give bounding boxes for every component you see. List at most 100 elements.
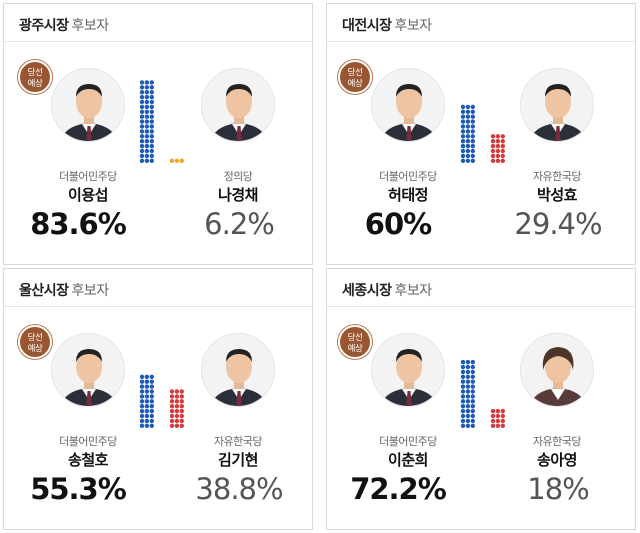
win-expected-badge: 당선 예상 [338,325,372,359]
vote-dot [490,418,496,424]
vote-dot [460,389,466,394]
vote-dot [149,85,154,90]
winner-photo [371,333,445,407]
vote-dot [460,158,466,163]
winner-name: 이용섭 [68,186,108,204]
vote-dot [139,119,145,124]
vote-dot [465,359,471,365]
vote-dot [470,369,475,375]
runner-photo [201,333,275,407]
vote-dot [144,134,150,139]
vote-dot-chart [139,80,184,163]
vote-dot [495,423,501,428]
vote-dot [490,134,496,139]
winner-dot-column [460,104,475,163]
win-expected-badge: 당선 예상 [338,60,372,94]
vote-dot [465,399,471,404]
winner-percent: 72.2% [350,472,447,506]
vote-dot [144,109,150,114]
vote-dot [460,148,466,154]
man-portrait-icon [202,69,274,141]
vote-dot [470,104,475,110]
vote-dot [144,374,150,379]
vote-dot [149,408,154,414]
vote-dot [149,129,154,134]
badge-line2: 예상 [347,79,363,89]
vote-dot [500,153,505,159]
vote-dot [495,408,501,414]
winner-name: 송철호 [68,451,108,469]
vote-dot [500,408,505,414]
vote-dot [169,158,175,163]
vote-dot [490,423,496,428]
vote-dot [465,423,471,428]
vote-dot [470,413,475,419]
race-title: 울산시장 [19,283,69,299]
winner-percent: 83.6% [30,207,127,241]
vote-dot [495,134,501,139]
man-portrait-icon [202,334,274,406]
vote-dot [174,394,180,399]
vote-dot [144,119,150,124]
man-portrait-icon [372,334,444,406]
vote-dot [169,389,175,394]
vote-dot [465,418,471,424]
vote-dot [139,418,145,424]
vote-dot [139,94,145,100]
vote-dot [139,85,145,90]
vote-dot [470,139,475,144]
vote-dot [144,394,150,399]
vote-dot [460,119,466,124]
vote-dot [139,384,145,389]
vote-dot [470,379,475,384]
vote-dot [490,143,496,149]
vote-dot [470,158,475,163]
vote-dot [174,408,180,414]
man-portrait-icon [52,69,124,141]
vote-dot [490,408,496,414]
vote-dot [174,423,180,428]
vote-dot [174,413,180,419]
vote-dot [144,384,150,389]
vote-dot [500,148,505,154]
race-card-sejong[interactable]: 세종시장 후보자 당선 예상 더불어민주당 이춘희 72.2% 자유한국당 송아영… [326,268,636,530]
race-card-gwangju[interactable]: 광주시장 후보자 당선 예상 더불어민주당 이용섭 83.6% 정의당 나경채 6… [3,3,313,265]
race-card-ulsan[interactable]: 울산시장 후보자 당선 예상 더불어민주당 송철호 55.3% 자유한국당 김기현… [3,268,313,530]
vote-dot [500,418,505,424]
vote-dot [144,124,150,129]
runner-party: 자유한국당 [532,435,582,448]
vote-dot [460,104,466,110]
vote-dot [465,134,471,139]
vote-dot [465,374,471,379]
badge-line2: 예상 [27,344,43,354]
vote-dot [139,139,145,144]
vote-dot [465,404,471,409]
vote-dot [144,99,150,105]
vote-dot [139,408,145,414]
vote-dot [460,384,466,389]
runner-name: 박성효 [537,186,577,204]
vote-dot [144,148,150,154]
badge-line2: 예상 [27,79,43,89]
vote-dot [139,389,145,394]
winner-party: 더불어민주당 [379,170,437,183]
vote-dot [465,119,471,124]
vote-dot [470,394,475,399]
vote-dot [169,418,175,424]
winner-name: 허태정 [388,186,428,204]
race-title-suffix: 후보자 [71,283,110,299]
vote-dot [465,109,471,114]
card-header: 대전시장 후보자 [327,4,635,42]
card-header: 세종시장 후보자 [327,269,635,307]
woman-portrait-icon [521,334,593,406]
vote-dot [169,423,175,428]
runner-dot-column [490,134,505,163]
winner-percent: 55.3% [30,472,127,506]
vote-dot [139,394,145,399]
vote-dot [149,374,154,379]
winner-party: 더불어민주당 [59,170,117,183]
race-title: 세종시장 [342,283,392,299]
runner-party: 자유한국당 [532,170,582,183]
race-card-daejeon[interactable]: 대전시장 후보자 당선 예상 더불어민주당 허태정 60% 자유한국당 박성효 2… [326,3,636,265]
vote-dot [174,158,180,163]
